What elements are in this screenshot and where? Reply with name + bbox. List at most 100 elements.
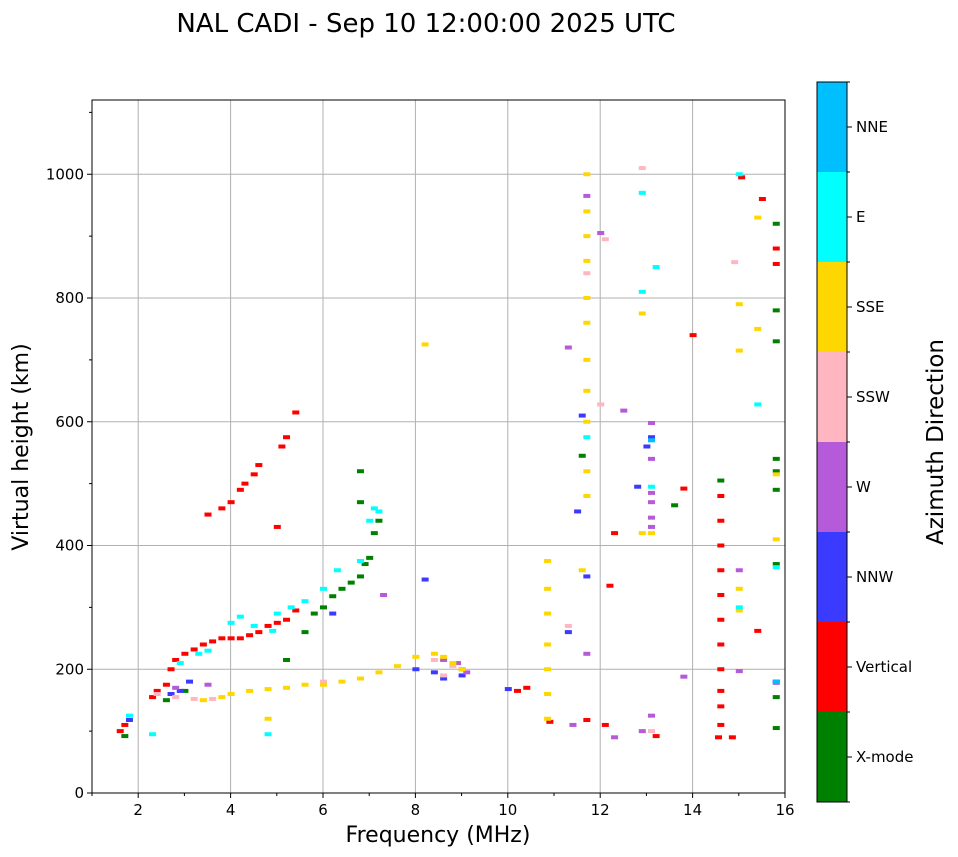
colorbar-label: W xyxy=(856,478,871,496)
x-tick-label: 14 xyxy=(683,801,702,819)
data-point xyxy=(735,302,743,307)
data-point xyxy=(264,687,272,692)
data-point xyxy=(250,623,258,628)
x-axis-label: Frequency (MHz) xyxy=(346,823,531,848)
data-point xyxy=(250,472,258,477)
data-point xyxy=(583,494,591,498)
data-point xyxy=(218,636,226,641)
y-tick-label: 800 xyxy=(55,289,84,307)
data-point xyxy=(772,472,780,477)
data-point xyxy=(620,408,628,413)
data-point xyxy=(301,682,309,687)
data-point xyxy=(583,234,591,239)
data-point xyxy=(149,732,157,737)
data-point xyxy=(181,651,189,656)
data-point xyxy=(255,463,263,468)
data-point xyxy=(731,260,739,265)
data-point xyxy=(583,419,591,424)
data-point xyxy=(292,410,300,415)
data-point xyxy=(121,734,129,739)
data-point xyxy=(648,524,656,529)
data-point xyxy=(121,722,129,727)
data-point xyxy=(370,506,378,511)
data-point xyxy=(717,642,725,647)
data-point xyxy=(735,605,743,610)
data-point xyxy=(648,420,656,425)
data-point xyxy=(717,593,725,597)
data-point xyxy=(772,261,780,266)
colorbar-swatch xyxy=(817,532,847,622)
data-point xyxy=(564,630,572,635)
data-point xyxy=(356,574,364,579)
data-point xyxy=(338,679,346,684)
data-point xyxy=(218,695,226,700)
data-point xyxy=(329,594,337,599)
data-point xyxy=(227,636,235,641)
data-point xyxy=(772,537,780,542)
data-point xyxy=(421,342,429,347)
colorbar-frame xyxy=(816,81,848,803)
data-point xyxy=(199,698,207,703)
data-point xyxy=(772,308,780,313)
data-point xyxy=(283,435,291,440)
data-point xyxy=(241,481,249,486)
data-point xyxy=(310,611,318,616)
data-point xyxy=(738,175,746,180)
data-point xyxy=(186,679,194,684)
data-point xyxy=(190,647,198,652)
colorbar-label: E xyxy=(856,208,865,226)
data-point xyxy=(735,669,743,674)
data-point xyxy=(227,692,235,696)
data-point xyxy=(597,231,605,236)
data-point xyxy=(273,611,281,616)
data-point xyxy=(544,667,552,672)
data-point xyxy=(583,172,591,177)
data-point xyxy=(648,438,656,443)
data-point xyxy=(583,258,591,263)
data-point xyxy=(440,654,448,659)
data-point xyxy=(209,639,217,644)
data-point xyxy=(264,716,272,721)
colorbar-swatch xyxy=(817,622,847,712)
data-point xyxy=(772,246,780,251)
series-ssw xyxy=(153,166,739,734)
data-point xyxy=(717,518,725,523)
data-point xyxy=(735,172,743,177)
data-point xyxy=(356,500,364,505)
data-point xyxy=(583,193,591,198)
data-point xyxy=(717,722,725,727)
data-point xyxy=(544,611,552,616)
data-point xyxy=(366,518,374,523)
data-point xyxy=(329,611,337,616)
data-point xyxy=(375,518,383,523)
data-point xyxy=(269,628,277,633)
data-point xyxy=(735,568,743,573)
chart-title: NAL CADI - Sep 10 12:00:00 2025 UTC xyxy=(176,9,675,39)
data-point xyxy=(583,651,591,656)
data-point xyxy=(195,651,203,656)
data-point xyxy=(735,608,743,613)
y-tick-label: 0 xyxy=(74,784,84,802)
data-point xyxy=(264,623,272,628)
data-point xyxy=(611,531,619,536)
data-point xyxy=(597,402,605,407)
data-point xyxy=(255,630,263,635)
x-tick-label: 6 xyxy=(318,801,328,819)
data-point xyxy=(162,698,170,703)
data-point xyxy=(544,692,552,696)
data-point xyxy=(638,311,646,316)
data-point xyxy=(338,586,346,591)
data-point xyxy=(671,503,679,508)
colorbar-label: X-mode xyxy=(856,748,913,766)
data-point xyxy=(361,562,369,567)
colorbar-label: NNW xyxy=(856,568,893,586)
y-tick-label: 400 xyxy=(55,537,84,555)
data-point xyxy=(227,620,235,625)
y-tick-label: 600 xyxy=(55,413,84,431)
data-point xyxy=(153,688,161,693)
data-point xyxy=(375,509,383,514)
series-w xyxy=(172,193,780,740)
data-point xyxy=(236,614,244,619)
data-point xyxy=(227,500,235,505)
data-point xyxy=(754,628,762,633)
